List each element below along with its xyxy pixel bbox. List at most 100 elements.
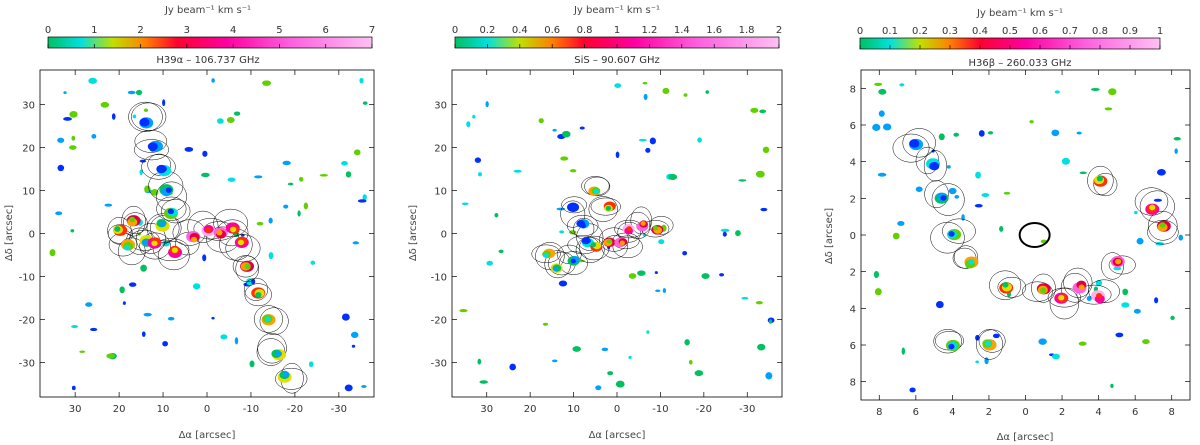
emission-speck [211, 78, 215, 83]
panel-1-title: H39α – 106.737 GHz [156, 55, 259, 66]
emission-speck [128, 282, 137, 287]
emission-speck [1095, 279, 1103, 287]
colorbar-tick-label: 0.6 [544, 25, 560, 36]
emission-speck [310, 260, 316, 265]
emission-speck [705, 90, 710, 94]
colorbar-tick-label: 0.7 [1062, 26, 1078, 37]
y-tick-label: -30 [19, 359, 35, 370]
emission-speck [162, 341, 168, 347]
panel-2-title: SiS – 90.607 GHz [574, 55, 660, 66]
emission-speck [88, 77, 98, 84]
emission-speck [49, 249, 56, 257]
emission-speck [251, 278, 256, 285]
emission-speck [1104, 107, 1113, 111]
emission-blob [165, 187, 172, 193]
contour [942, 218, 976, 244]
colorbar-tick-label: 1 [1157, 26, 1163, 37]
emission-speck [878, 88, 887, 95]
x-tick-label: 30 [69, 404, 82, 415]
emission-speck [741, 296, 749, 300]
emission-speck [220, 334, 228, 340]
emission-speck [256, 221, 264, 226]
colorbar-tick-label: 6 [323, 25, 329, 36]
emission-speck [658, 239, 665, 245]
emission-speck [562, 130, 571, 138]
emission-blob [1095, 293, 1103, 299]
emission-speck [459, 308, 468, 313]
emission-speck [697, 137, 702, 143]
emission-speck [319, 174, 329, 177]
x-tick-label: -30 [739, 404, 755, 415]
contour [575, 237, 605, 263]
contour [1134, 187, 1169, 216]
emission-speck [954, 194, 960, 199]
emission-speck [615, 151, 620, 159]
emission-speck [1051, 353, 1060, 360]
colorbar-tick-label: 1.8 [739, 25, 755, 36]
x-tick-label: 8 [876, 407, 882, 418]
emission-speck [132, 114, 137, 119]
emission-blob [1159, 222, 1166, 228]
colorbar-tick-label: 7 [369, 25, 375, 36]
emission-speck [628, 273, 637, 279]
y-tick-label: -20 [19, 316, 35, 327]
emission-blob [124, 244, 131, 251]
emission-blob [640, 221, 646, 226]
emission-speck [1079, 171, 1087, 175]
contour [157, 241, 190, 271]
emission-speck [362, 194, 367, 201]
emission-blob [216, 229, 223, 236]
emission-speck [1122, 288, 1129, 296]
emission-speck [694, 370, 704, 377]
x-tick-label: -10 [652, 404, 668, 415]
panel-1-ylabel: Δδ [arcsec] [4, 205, 15, 261]
contour [187, 210, 219, 243]
emission-speck [909, 387, 916, 393]
emission-speck [297, 210, 301, 217]
contour [152, 238, 190, 262]
contour [576, 223, 604, 251]
emission-speck [760, 207, 768, 212]
y-tick-label: 30 [22, 100, 35, 111]
contour-ring [1018, 222, 1051, 248]
y-tick-label: 8 [850, 84, 856, 95]
y-tick-label: -10 [431, 273, 447, 284]
colorbar-tick-label: 0.1 [882, 26, 898, 37]
emission-speck [353, 149, 361, 156]
contour [128, 101, 163, 132]
emission-speck [556, 207, 566, 211]
emission-speck [654, 271, 658, 274]
colorbar-2-ticks: 0 0.2 0.4 0.6 0.8 1 1.2 1.4 1.6 1.8 2 [452, 25, 782, 48]
emission-speck [55, 211, 63, 216]
emission-speck [63, 91, 67, 95]
emission-blob [167, 208, 174, 215]
x-tick-label: 4 [949, 407, 955, 418]
contour [107, 217, 132, 245]
emission-speck [357, 199, 367, 203]
emission-speck [1133, 308, 1141, 314]
contour [531, 244, 561, 264]
emission-speck [974, 204, 983, 208]
contour [559, 251, 588, 275]
colorbar-1-label: Jy beam⁻¹ km s⁻¹ [164, 5, 251, 16]
emission-speck [569, 169, 577, 173]
emission-speck [946, 165, 951, 169]
emission-speck [915, 186, 923, 192]
emission-blob [282, 371, 290, 378]
panel-1-xlabel: Δα [arcsec] [179, 430, 236, 441]
emission-speck [282, 160, 291, 166]
x-tick-label: 20 [524, 404, 537, 415]
contour [141, 154, 176, 180]
emission-speck [978, 130, 985, 137]
colorbar-tick-label: 0.6 [1032, 26, 1048, 37]
emission-blob [1058, 294, 1065, 301]
contour [1076, 284, 1112, 305]
emission-speck [63, 117, 72, 121]
contour [253, 305, 283, 333]
emission-blob [129, 216, 136, 223]
panel-3-ticks: 8 6 4 2 0 2 4 6 8 8 6 4 2 0 2 4 6 8 [850, 70, 1190, 418]
contour [560, 200, 586, 228]
y-tick-label: -30 [431, 359, 447, 370]
emission-speck [542, 322, 549, 326]
